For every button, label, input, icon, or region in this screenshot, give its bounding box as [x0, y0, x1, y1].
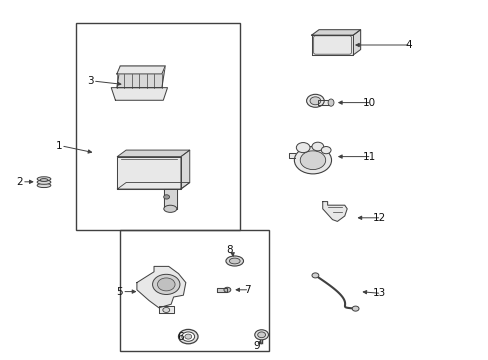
- Bar: [76, 23, 239, 230]
- Circle shape: [306, 94, 324, 107]
- Polygon shape: [352, 30, 360, 55]
- Text: 4: 4: [404, 40, 411, 50]
- Circle shape: [163, 307, 169, 312]
- Circle shape: [157, 278, 175, 291]
- Ellipse shape: [37, 180, 51, 184]
- Circle shape: [294, 147, 331, 174]
- Circle shape: [152, 274, 180, 294]
- Polygon shape: [137, 266, 185, 308]
- Circle shape: [178, 329, 198, 344]
- Polygon shape: [288, 153, 294, 158]
- Text: 8: 8: [226, 245, 233, 255]
- Circle shape: [311, 273, 318, 278]
- Circle shape: [351, 306, 358, 311]
- Text: 6: 6: [177, 332, 184, 342]
- Circle shape: [296, 143, 309, 153]
- Ellipse shape: [40, 179, 48, 181]
- Polygon shape: [317, 100, 330, 105]
- Polygon shape: [181, 150, 189, 189]
- Polygon shape: [117, 157, 181, 189]
- Circle shape: [224, 287, 230, 292]
- Polygon shape: [117, 150, 189, 157]
- Ellipse shape: [37, 183, 51, 188]
- Text: 5: 5: [116, 287, 123, 297]
- Ellipse shape: [37, 177, 51, 181]
- Ellipse shape: [163, 205, 177, 212]
- Ellipse shape: [327, 99, 333, 106]
- Polygon shape: [322, 202, 346, 221]
- Circle shape: [300, 151, 325, 170]
- Text: 1: 1: [55, 141, 62, 151]
- Polygon shape: [163, 189, 177, 209]
- Circle shape: [257, 332, 265, 338]
- Circle shape: [182, 332, 194, 341]
- Text: 11: 11: [362, 152, 375, 162]
- Text: 7: 7: [243, 285, 250, 295]
- Polygon shape: [159, 306, 173, 313]
- Bar: [120, 230, 268, 351]
- Polygon shape: [311, 35, 352, 55]
- Polygon shape: [111, 87, 167, 100]
- Ellipse shape: [229, 258, 240, 264]
- Circle shape: [163, 195, 169, 199]
- Text: 10: 10: [362, 98, 375, 108]
- Ellipse shape: [225, 256, 243, 266]
- Text: 2: 2: [16, 177, 23, 187]
- Circle shape: [184, 334, 191, 339]
- Polygon shape: [117, 66, 165, 87]
- Circle shape: [254, 330, 268, 340]
- Circle shape: [309, 97, 320, 105]
- Circle shape: [311, 142, 323, 151]
- Text: 9: 9: [253, 341, 260, 351]
- Polygon shape: [311, 30, 360, 35]
- Polygon shape: [217, 288, 227, 292]
- Text: 12: 12: [371, 213, 385, 223]
- Polygon shape: [117, 183, 189, 189]
- Text: 3: 3: [87, 76, 94, 86]
- Text: 13: 13: [371, 288, 385, 298]
- Polygon shape: [117, 66, 165, 74]
- Circle shape: [321, 147, 330, 154]
